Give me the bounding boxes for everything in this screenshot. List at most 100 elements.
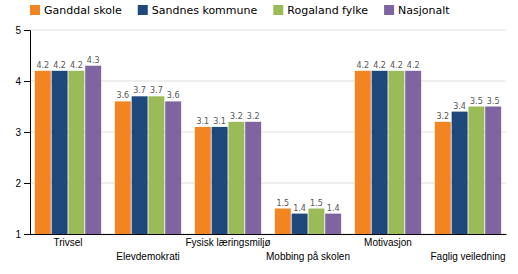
data-label: 3.5 [487,97,500,106]
bar [228,122,244,234]
legend: Ganddal skole Sandnes kommune Rogaland fyl… [30,4,450,17]
legend-label: Nasjonalt [398,4,450,17]
data-label: 3.7 [133,86,146,95]
data-label: 3.2 [436,112,449,121]
bar [435,122,451,234]
x-tick-label: Trivsel [53,237,82,248]
y-axis-line [24,31,31,235]
bar [355,71,371,234]
bar [325,214,341,234]
bar [212,127,228,234]
x-tick-label: Fysisk læringsmiljø [186,237,271,248]
data-label: 4.2 [407,61,420,70]
data-label: 4.2 [70,61,83,70]
data-label: 3.7 [150,86,163,95]
y-tick-label: 3 [15,127,21,138]
y-tick: 3 [15,127,30,138]
bar [405,71,421,234]
data-label: 3.5 [470,97,483,106]
y-tick: 5 [15,25,30,36]
x-tick: Fysisk læringsmiljø [186,237,271,248]
y-tick-mark [24,81,30,82]
bar [388,71,404,234]
x-tick: Mobbing på skolen [266,251,350,262]
legend-item: Ganddal skole [30,4,122,17]
bar [275,209,291,235]
x-tick: Faglig veiledning [430,251,505,262]
data-label: 4.2 [373,61,386,70]
data-label: 1.4 [327,204,340,213]
data-label: 4.3 [87,56,100,65]
grid-line [30,132,506,133]
data-label: 1.4 [293,204,306,213]
bar [52,71,68,234]
legend-label: Ganddal skole [44,4,122,17]
bar [68,71,84,234]
grid-line [30,81,506,82]
data-label: 3.6 [167,91,180,100]
y-axis: 12345 [15,25,30,240]
x-tick: Elevdemokrati [116,251,179,262]
bars [35,66,501,234]
bar [85,66,101,234]
bar [35,71,51,234]
plot: 123454.23.63.11.54.23.24.23.73.11.44.23.… [15,25,506,262]
series [85,66,501,234]
bar [148,96,164,234]
data-label: 4.2 [356,61,369,70]
data-label: 3.1 [213,117,226,126]
grid-line [30,30,506,31]
bar [308,209,324,235]
y-tick-mark [24,30,30,31]
bar [132,96,148,234]
bar [485,107,501,235]
legend-item: Nasjonalt [384,4,450,17]
y-tick: 4 [15,76,30,87]
bar [195,127,211,234]
data-labels: 4.2 3.6 3.1 1.5 4.2 3.2 4.2 3.7 3.1 1.4 4.2 3.4 4.2 3… [36,56,499,213]
legend-swatch [273,5,283,15]
legend-swatch [138,5,148,15]
legend-swatch [384,5,394,15]
grid-line [30,183,506,184]
bar [468,107,484,235]
legend-swatch [30,5,40,15]
x-tick-label: Faglig veiledning [430,251,505,262]
data-label: 4.2 [36,61,49,70]
y-tick-label: 5 [15,25,21,36]
x-tick-label: Elevdemokrati [116,251,179,262]
bar [372,71,388,234]
legend-item: Sandnes kommune [138,4,258,17]
y-tick-label: 1 [15,229,21,240]
x-tick-label: Motivasjon [364,237,412,248]
data-label: 4.2 [390,61,403,70]
bar [115,101,131,234]
y-tick: 1 [15,229,30,240]
data-label: 3.2 [230,112,243,121]
bar [292,214,308,234]
legend-label: Sandnes kommune [152,4,258,17]
data-label: 3.6 [116,91,129,100]
x-axis-line [31,234,507,235]
x-tick-label: Mobbing på skolen [266,251,350,262]
y-tick-mark [24,183,30,184]
data-label: 4.2 [53,61,66,70]
x-tick: Trivsel [53,237,82,248]
data-label: 3.4 [453,102,466,111]
y-tick-label: 4 [15,76,21,87]
legend-item: Rogaland fylke [273,4,368,17]
data-label: 1.5 [310,199,323,208]
data-label: 3.2 [247,112,260,121]
y-tick-mark [24,132,30,133]
grid [30,30,506,234]
y-tick-mark [24,234,30,235]
grid-line [30,234,506,235]
bar [245,122,261,234]
series [68,71,484,234]
chart: 123454.23.63.11.54.23.24.23.73.11.44.23.… [0,0,518,274]
legend-label: Rogaland fylke [287,4,368,17]
data-label: 3.1 [196,117,209,126]
x-tick: Motivasjon [364,237,412,248]
bar [165,101,181,234]
data-label: 1.5 [276,199,289,208]
